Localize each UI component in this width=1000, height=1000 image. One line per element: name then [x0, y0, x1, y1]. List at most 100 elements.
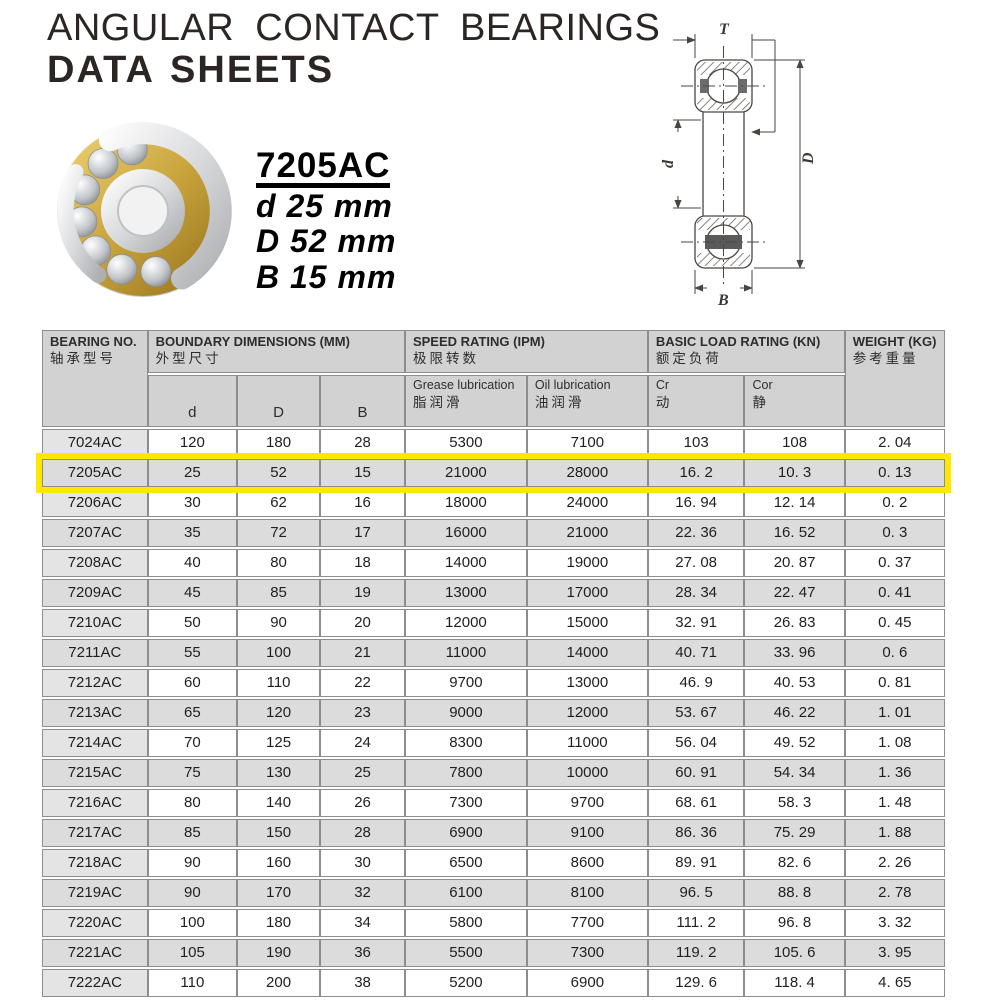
cell-value: 90 — [147, 849, 238, 877]
cell-value: 60 — [147, 669, 238, 697]
cell-value: 2. 78 — [844, 879, 945, 907]
cell-value: 40 — [147, 549, 238, 577]
cell-value: 89. 91 — [647, 849, 745, 877]
cell-value: 119. 2 — [647, 939, 745, 967]
cell-value: 22 — [320, 669, 405, 697]
cell-bearing-no: 7217AC — [42, 819, 148, 847]
cage-section — [705, 235, 742, 249]
cell-value: 68. 61 — [647, 789, 745, 817]
header-speed-rating: SPEED RATING (IPM) 极限转数 — [404, 330, 648, 373]
cell-value: 56. 04 — [647, 729, 745, 757]
header-boundary-dimensions: BOUNDARY DIMENSIONS (MM) 外型尺寸 — [147, 330, 405, 373]
cell-value: 5500 — [404, 939, 527, 967]
cell-value: 0. 81 — [844, 669, 945, 697]
table-row: 7215AC 75 130 25 7800 10000 60. 91 54. 34 1. 36 — [42, 759, 945, 787]
cell-value: 5800 — [404, 909, 527, 937]
cell-value: 118. 4 — [744, 969, 845, 997]
cell-value: 129. 6 — [647, 969, 745, 997]
cell-value: 16 — [320, 489, 405, 517]
page-subtitle: DATA SHEETS — [47, 48, 335, 91]
cell-value: 10000 — [526, 759, 648, 787]
header-d: d — [147, 375, 238, 427]
cell-value: 14000 — [404, 549, 527, 577]
cell-value: 58. 3 — [744, 789, 845, 817]
cell-bearing-no: 7211AC — [42, 639, 148, 667]
cell-value: 28 — [320, 819, 405, 847]
cell-value: 1. 36 — [844, 759, 945, 787]
cell-value: 72 — [237, 519, 321, 547]
cell-value: 23 — [320, 699, 405, 727]
label-D: D — [800, 152, 817, 165]
cell-value: 7800 — [404, 759, 527, 787]
cell-value: 18 — [320, 549, 405, 577]
title-block: ANGULAR CONTACT BEARINGS DATA SHEETS — [47, 7, 660, 92]
cell-value: 180 — [237, 429, 321, 457]
cell-value: 108 — [744, 429, 845, 457]
cell-value: 4. 65 — [844, 969, 945, 997]
cell-value: 3. 32 — [844, 909, 945, 937]
cell-value: 86. 36 — [647, 819, 745, 847]
cell-value: 105 — [147, 939, 238, 967]
cell-value: 200 — [237, 969, 321, 997]
table-row: 7211AC 55 100 21 11000 14000 40. 71 33. 96 0. 6 — [42, 639, 945, 667]
cell-bearing-no: 7210AC — [42, 609, 148, 637]
header-D: D — [237, 375, 321, 427]
cell-value: 27. 08 — [647, 549, 745, 577]
cell-bearing-no: 7207AC — [42, 519, 148, 547]
cell-value: 125 — [237, 729, 321, 757]
dim-B: B 15 mm — [256, 258, 397, 295]
cell-value: 26 — [320, 789, 405, 817]
cell-value: 46. 9 — [647, 669, 745, 697]
cell-value: 18000 — [404, 489, 527, 517]
cell-value: 6500 — [404, 849, 527, 877]
header-grease: Grease lubrication 脂润滑 — [404, 375, 527, 427]
label-T: T — [719, 21, 730, 38]
cell-value: 6900 — [526, 969, 648, 997]
cell-value: 110 — [237, 669, 321, 697]
cell-value: 8300 — [404, 729, 527, 757]
cell-value: 52 — [237, 459, 321, 487]
cell-value: 28 — [320, 429, 405, 457]
table-row: 7216AC 80 140 26 7300 9700 68. 61 58. 3 1. 48 — [42, 789, 945, 817]
cell-value: 24 — [320, 729, 405, 757]
cell-value: 62 — [237, 489, 321, 517]
cell-value: 22. 36 — [647, 519, 745, 547]
cell-bearing-no: 7212AC — [42, 669, 148, 697]
table-row: 7208AC 40 80 18 14000 19000 27. 08 20. 87 0. 37 — [42, 549, 945, 577]
cell-value: 40. 71 — [647, 639, 745, 667]
cell-value: 100 — [147, 909, 238, 937]
header-load-rating: BASIC LOAD RATING (KN) 额定负荷 — [647, 330, 845, 373]
cell-value: 25 — [320, 759, 405, 787]
spec-table: BEARING NO. 轴承型号 BOUNDARY DIMENSIONS (MM… — [36, 328, 951, 999]
cell-value: 85 — [147, 819, 238, 847]
cell-value: 10. 3 — [744, 459, 845, 487]
cell-value: 21000 — [404, 459, 527, 487]
header-oil: Oil lubrication 油润滑 — [526, 375, 648, 427]
bearing-balls — [66, 134, 172, 288]
cell-value: 2. 26 — [844, 849, 945, 877]
cell-value: 11000 — [526, 729, 648, 757]
product-callout: 7205AC d 25 mm D 52 mm B 15 mm — [256, 148, 396, 294]
cell-value: 38 — [320, 969, 405, 997]
cell-bearing-no: 7220AC — [42, 909, 148, 937]
cell-value: 21000 — [526, 519, 648, 547]
cell-value: 46. 22 — [744, 699, 845, 727]
cell-value: 111. 2 — [647, 909, 745, 937]
table-row: 7207AC 35 72 17 16000 21000 22. 36 16. 52 0. 3 — [42, 519, 945, 547]
table-row: 7210AC 50 90 20 12000 15000 32. 91 26. 83 0. 45 — [42, 609, 945, 637]
cell-value: 12. 14 — [744, 489, 845, 517]
cell-value: 33. 96 — [744, 639, 845, 667]
cell-value: 30 — [147, 489, 238, 517]
outer-ring-front — [99, 122, 232, 290]
cell-value: 25 — [147, 459, 238, 487]
cell-value: 90 — [237, 609, 321, 637]
header-B: B — [320, 375, 405, 427]
cell-value: 24000 — [526, 489, 648, 517]
cell-value: 16. 52 — [744, 519, 845, 547]
cell-value: 75 — [147, 759, 238, 787]
cell-value: 16. 94 — [647, 489, 745, 517]
cell-value: 32. 91 — [647, 609, 745, 637]
header-cor: Cor 静 — [744, 375, 845, 427]
cell-bearing-no: 7024AC — [42, 429, 148, 457]
